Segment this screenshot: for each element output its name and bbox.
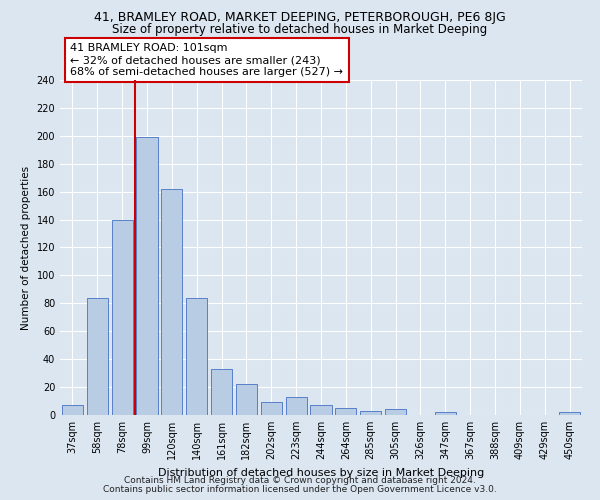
Bar (161, 189, 182, 415)
Bar (186, 298, 207, 415)
Bar (236, 384, 257, 415)
Bar (136, 137, 158, 415)
Bar (62, 405, 83, 415)
Y-axis label: Number of detached properties: Number of detached properties (21, 166, 31, 330)
Text: Contains HM Land Registry data © Crown copyright and database right 2024.: Contains HM Land Registry data © Crown c… (124, 476, 476, 485)
Bar (360, 411, 381, 415)
Text: Contains public sector information licensed under the Open Government Licence v3: Contains public sector information licen… (103, 485, 497, 494)
Bar (310, 405, 332, 415)
Bar (211, 369, 232, 415)
Bar (435, 412, 456, 415)
Bar (335, 408, 356, 415)
Text: 41, BRAMLEY ROAD, MARKET DEEPING, PETERBOROUGH, PE6 8JG: 41, BRAMLEY ROAD, MARKET DEEPING, PETERB… (94, 11, 506, 24)
Bar (112, 220, 133, 415)
Text: 41 BRAMLEY ROAD: 101sqm
← 32% of detached houses are smaller (243)
68% of semi-d: 41 BRAMLEY ROAD: 101sqm ← 32% of detache… (70, 44, 343, 76)
Text: Size of property relative to detached houses in Market Deeping: Size of property relative to detached ho… (112, 22, 488, 36)
Bar (87, 298, 108, 415)
X-axis label: Distribution of detached houses by size in Market Deeping: Distribution of detached houses by size … (158, 468, 484, 477)
Bar (385, 410, 406, 415)
Bar (286, 397, 307, 415)
Bar (559, 412, 580, 415)
Bar (261, 402, 282, 415)
